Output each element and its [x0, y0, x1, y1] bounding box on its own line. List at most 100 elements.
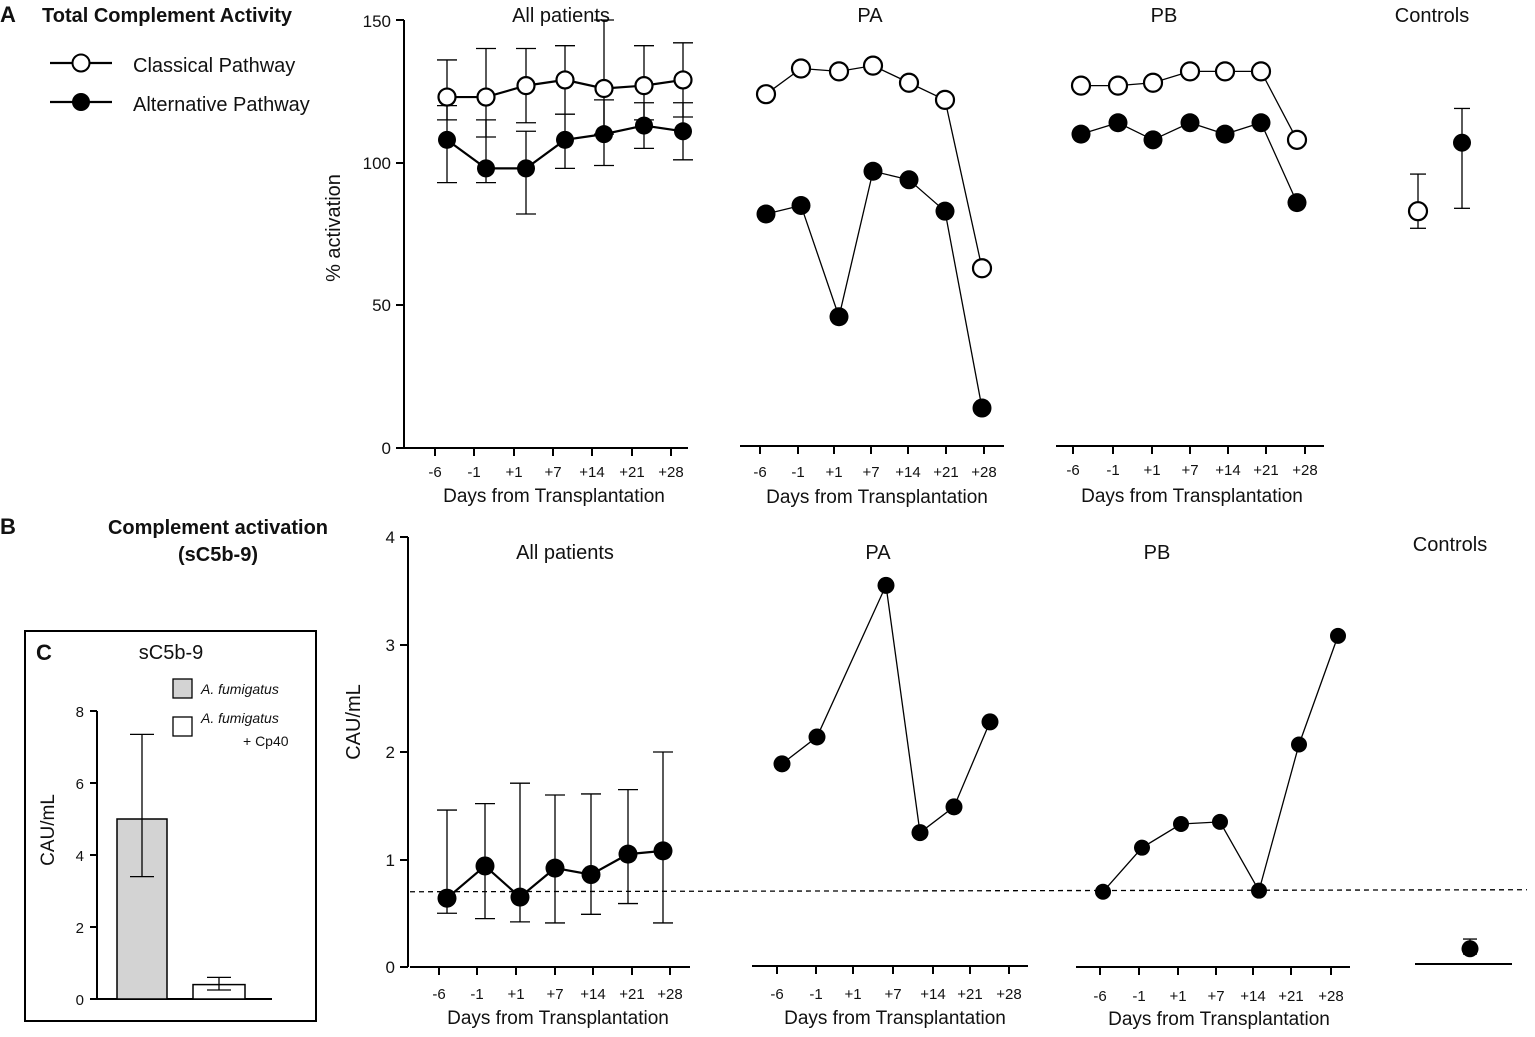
panel-a-controls-title: Controls	[1395, 5, 1469, 27]
panel-a-pa-alternative-point	[756, 204, 776, 224]
panel-b-all-title: All patients	[516, 542, 614, 564]
panel-b-pb-point	[1291, 736, 1307, 753]
panel-a-pa-alternative-point	[972, 398, 992, 418]
panel-b-controls-title: Controls	[1413, 534, 1487, 556]
panel-b-ytick: 3	[386, 636, 395, 655]
panel-b-all-point	[618, 844, 638, 864]
panel-letter-c: C	[36, 640, 52, 665]
panel-c-ytick: 8	[76, 704, 84, 721]
panel-c-legend-label-2b: + Cp40	[243, 733, 289, 749]
legend-grey-swatch-icon	[172, 678, 193, 699]
panel-a-pb-classical-point	[1286, 129, 1308, 150]
panel-b-pa-point	[877, 576, 895, 594]
panel-b-pa-point	[945, 798, 963, 816]
panel-a-all-classical-point	[594, 78, 614, 99]
panel-a-ytick: 150	[363, 12, 391, 31]
panel-c-ylabel: CAU/mL	[38, 794, 59, 866]
panel-b-title-line2: (sC5b-9)	[178, 544, 258, 566]
panel-b-pb-point	[1251, 882, 1267, 899]
panel-a-ylabel: % activation	[323, 174, 345, 282]
panel-b-all-point	[475, 856, 495, 876]
panel-a-pb-alternative-point	[1071, 124, 1091, 144]
panel-b-pa-line	[781, 583, 991, 834]
panel-a-all-alternative-point	[635, 116, 653, 135]
panel-c-ytick: 6	[76, 776, 84, 793]
panel-b-all-x-tick-label: -1	[470, 986, 483, 1003]
panel-a-pb-title: PB	[1151, 5, 1178, 27]
panel-b-pa-x-tick-label: +21	[957, 986, 982, 1003]
legend-classical-label: Classical Pathway	[133, 55, 295, 77]
panel-a-pb-xlabel: Days from Transplantation	[1081, 486, 1303, 507]
panel-b-ytick: 1	[386, 851, 395, 870]
panel-b-all-point	[510, 887, 530, 907]
panel-b-pb-x-tick-label: +14	[1240, 988, 1265, 1005]
panel-a-y-axis: 150 100 50 0	[363, 12, 405, 458]
panel-a-all-title: All patients	[512, 5, 610, 27]
panel-a-pb-alternative-point	[1108, 113, 1128, 133]
panel-a-all-classical-point	[476, 87, 496, 107]
panel-a-pb-classical-point	[1214, 61, 1236, 82]
panel-b-all-xlabel: Days from Transplantation	[447, 1008, 669, 1029]
legend-alternative-label: Alternative Pathway	[133, 94, 310, 116]
panel-a-pb-alternative-point	[1143, 130, 1163, 150]
panel-b-title-line1: Complement activation	[108, 517, 328, 539]
panel-a-pb-x-tick-label: +14	[1215, 462, 1240, 479]
panel-b-reference-line	[409, 889, 1528, 893]
panel-a-all-xlabel: Days from Transplantation	[443, 486, 665, 507]
panel-c-legend-2: A. fumigatus + Cp40	[172, 710, 289, 749]
panel-a-pa-classical-point	[790, 58, 812, 79]
panel-a-ytick: 0	[382, 439, 391, 458]
panel-b-pa-x-tick-label: -6	[770, 986, 783, 1003]
panel-c-y-axis: 8 6 4 2 0	[76, 704, 272, 1009]
panel-a-all-classical-point	[516, 76, 536, 96]
panel-a-all-alternative-point	[517, 159, 535, 178]
panel-a-all-classical-point	[634, 76, 654, 96]
panel-a-all-x-tick-label: +1	[505, 464, 522, 481]
panel-a-all-x-tick-label: +21	[619, 464, 644, 481]
panel-a-pa-alternative-point	[791, 195, 811, 215]
panel-b-ytick: 0	[386, 958, 395, 977]
panel-a-pa-x-tick-label: +7	[862, 464, 879, 481]
panel-a-pb-classical-point	[1107, 75, 1129, 96]
panel-b-all-x-tick-label: +1	[507, 986, 524, 1003]
panel-a-title: Total Complement Activity	[42, 5, 293, 27]
panel-b-pa-title: PA	[865, 542, 891, 564]
panel-a-pb-x-tick-label: -6	[1066, 462, 1079, 479]
panel-a-all-x-tick-label: +14	[579, 464, 604, 481]
legend-classical: Classical Pathway	[50, 53, 295, 77]
panel-a-all-alternative-point	[438, 130, 456, 149]
panel-c-frame	[24, 630, 317, 1022]
panel-a-pb-x-tick-label: -1	[1106, 462, 1119, 479]
panel-a-pb-alternative-point	[1251, 113, 1271, 133]
panel-a-pa-alternative-point	[935, 201, 955, 221]
panel-b-pb-point	[1095, 883, 1111, 900]
legend-white-swatch-icon	[172, 716, 193, 737]
panel-a-pa-title: PA	[857, 5, 883, 27]
panel-a-pa-alternative-point	[899, 170, 919, 190]
panel-c-legend-label-2: A. fumigatus	[200, 710, 279, 726]
panel-b-ytick: 4	[386, 528, 395, 547]
panel-b-pa-point	[808, 728, 826, 746]
panel-b-pa-xlabel: Days from Transplantation	[784, 1008, 1006, 1029]
panel-a-pa-x-tick-label: +21	[933, 464, 958, 481]
panel-b-pb-x-tick-label: +1	[1169, 988, 1186, 1005]
panel-a-all-x-tick-label: +7	[544, 464, 561, 481]
panel-b-pb-point	[1330, 627, 1346, 644]
panel-a-pa-x-tick-label: +28	[971, 464, 996, 481]
panel-a-pa-classical-point	[971, 258, 993, 279]
panel-b-pb-x-tick-label: +7	[1207, 988, 1224, 1005]
panel-b-all-x-tick-label: -6	[432, 986, 445, 1003]
panel-a-all-x-tick-label: -6	[428, 464, 441, 481]
panel-a-all-x-tick-label: -1	[467, 464, 480, 481]
panel-b-pa-point	[773, 755, 791, 773]
panel-a-pb-x-tick-label: +21	[1253, 462, 1278, 479]
panel-a-pa-xlabel: Days from Transplantation	[766, 487, 988, 508]
panel-a-pb-x-tick-label: +28	[1292, 462, 1317, 479]
legend-alternative: Alternative Pathway	[50, 93, 310, 116]
panel-b-all-point	[653, 841, 673, 861]
panel-a-pb-alternative-point	[1180, 113, 1200, 133]
panel-b-all-point	[581, 865, 601, 885]
panel-a-pa-alternative-point	[863, 161, 883, 181]
panel-letter-b: B	[0, 514, 16, 539]
panel-c-title: sC5b-9	[139, 642, 203, 664]
